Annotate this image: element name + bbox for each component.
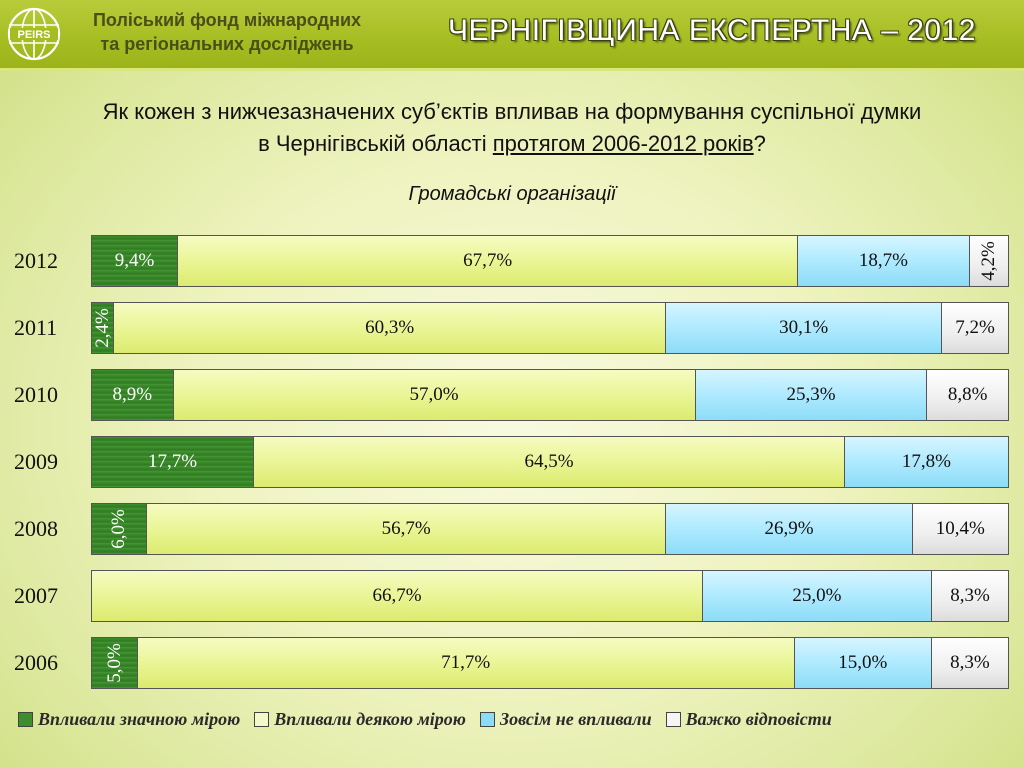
data-label-2008-s1: 56,7%	[381, 518, 431, 539]
data-label-2008-s0: 6,0%	[107, 509, 129, 549]
data-label-2008-s2: 26,9%	[764, 518, 814, 539]
data-label-2006-s0: 5,0%	[103, 643, 125, 683]
bar-segment-2011-s3: 7,2%	[942, 303, 1008, 353]
bar-2009: 17,7% 64,5% 17,8%	[91, 436, 1009, 488]
question-line2-start: в Чернігівській області	[258, 131, 493, 156]
header-bar: PEIRS Поліський фонд міжнародних та регі…	[0, 0, 1024, 71]
bar-segment-2012-s0: 9,4%	[92, 236, 179, 286]
bar-segment-2010-s2: 25,3%	[695, 370, 928, 420]
data-label-2007-s3: 8,3%	[950, 585, 990, 606]
question-period: протягом 2006-2012 років	[492, 131, 754, 156]
organization-name: Поліський фонд міжнародних та регіональн…	[72, 8, 382, 56]
question-line1: Як кожен з нижчезазначених суб’єктів впл…	[102, 99, 922, 124]
data-label-2010-s0: 8,9%	[112, 384, 153, 405]
bar-2006: 5,0% 71,7% 15,0% 8,3%	[91, 637, 1009, 689]
data-label-2006-s2: 15,0%	[838, 652, 888, 673]
legend-swatch-hard	[665, 711, 681, 727]
year-label-2011: 2011	[14, 315, 58, 340]
data-label-2007-s1: 66,7%	[372, 585, 422, 606]
org-name-line2: та регіональних досліджень	[100, 34, 354, 54]
question-line2: в Чернігівській області протягом 2006-20…	[0, 128, 1024, 160]
bar-segment-2006-s0: 5,0%	[92, 638, 138, 688]
bar-segment-2010-s3: 8,8%	[927, 370, 1008, 420]
bar-segment-2009-s1: 64,5%	[254, 437, 845, 487]
data-label-2011-s3: 7,2%	[955, 317, 995, 338]
bar-segment-2006-s3: 8,3%	[931, 638, 1008, 688]
bar-segment-2006-s2: 15,0%	[794, 638, 932, 688]
legend-item-significant: Впливали значною мірою	[18, 709, 240, 730]
bar-segment-2012-s2: 18,7%	[798, 236, 970, 286]
bar-segment-2008-s1: 56,7%	[146, 504, 667, 554]
bar-2010: 8,9% 57,0% 25,3% 8,8%	[91, 369, 1009, 421]
legend-item-none: Зовсім не впливали	[479, 708, 652, 730]
data-label-2009-s0: 17,7%	[148, 451, 198, 472]
data-label-2010-s3: 8,8%	[947, 384, 988, 405]
bar-segment-2011-s1: 60,3%	[113, 303, 667, 353]
bar-2008: 6,0% 56,7% 26,9% 10,4%	[91, 503, 1009, 555]
data-label-2012-s3: 4,2%	[977, 241, 999, 281]
legend-swatch-some	[254, 711, 270, 727]
bar-segment-2007-s1: 66,7%	[92, 571, 703, 621]
bar-segment-2006-s1: 71,7%	[137, 638, 795, 688]
logo-text: PEIRS	[17, 29, 50, 41]
bar-segment-2009-s0: 17,7%	[92, 437, 255, 487]
bar-segment-2010-s1: 57,0%	[173, 370, 696, 420]
data-label-2007-s2: 25,0%	[792, 585, 842, 606]
data-label-2010-s1: 57,0%	[409, 384, 459, 405]
data-label-2006-s1: 71,7%	[441, 652, 491, 673]
bar-segment-2008-s3: 10,4%	[912, 504, 1008, 554]
bar-segment-2008-s0: 6,0%	[92, 504, 147, 554]
data-label-2006-s3: 8,3%	[950, 652, 990, 673]
peirs-globe-logo: PEIRS	[7, 7, 61, 61]
data-label-2008-s3: 10,4%	[935, 518, 985, 539]
bar-segment-2011-s0: 2,4%	[91, 303, 114, 353]
legend-item-hard: Важко відповісти	[665, 708, 832, 730]
legend-label-none: Зовсім не впливали	[499, 708, 652, 729]
legend-item-some: Впливали деякою мірою	[254, 709, 466, 730]
bar-2007: 66,7% 25,0% 8,3%	[91, 570, 1009, 622]
year-label-2012: 2012	[14, 248, 58, 273]
chart-title: Громадські організації	[408, 183, 616, 205]
data-label-2011-s1: 60,3%	[365, 317, 415, 338]
bar-segment-2007-s3: 8,3%	[931, 571, 1008, 621]
bar-segment-2007-s2: 25,0%	[702, 571, 932, 621]
bar-segment-2011-s2: 30,1%	[666, 303, 943, 353]
bar-2011: 2,4% 60,3% 30,1% 7,2%	[91, 302, 1009, 354]
bar-segment-2010-s0: 8,9%	[92, 370, 174, 420]
year-label-2006: 2006	[14, 650, 58, 675]
data-label-2009-s1: 64,5%	[524, 451, 574, 472]
survey-question: Як кожен з нижчезазначених суб’єктів впл…	[0, 96, 1024, 160]
chart-legend: Впливали значною мірою Впливали деякою м…	[18, 707, 1018, 731]
bar-2012: 9,4% 67,7% 18,7% 4,2%	[91, 235, 1009, 287]
data-label-2012-s0: 9,4%	[114, 250, 155, 271]
year-label-2008: 2008	[14, 516, 58, 541]
data-label-2009-s2: 17,8%	[901, 451, 951, 472]
bar-segment-2012-s1: 67,7%	[178, 236, 799, 286]
legend-swatch-none	[479, 711, 495, 727]
data-label-2011-s2: 30,1%	[779, 317, 829, 338]
org-name-line1: Поліський фонд міжнародних	[92, 10, 362, 30]
data-label-2010-s2: 25,3%	[786, 384, 836, 405]
banner-title: ЧЕРНІГІВЩИНА ЕКСПЕРТНА – 2012	[448, 14, 976, 47]
legend-label-hard: Важко відповісти	[685, 708, 832, 729]
year-label-2010: 2010	[14, 382, 58, 407]
data-label-2012-s2: 18,7%	[858, 250, 908, 271]
legend-label-significant: Впливали значною мірою	[38, 708, 241, 729]
legend-swatch-significant	[18, 711, 33, 727]
year-label-2009: 2009	[14, 449, 58, 474]
question-line2-end: ?	[753, 131, 766, 156]
bar-segment-2012-s3: 4,2%	[969, 236, 1008, 286]
data-label-2012-s1: 67,7%	[463, 250, 513, 271]
bar-segment-2009-s2: 17,8%	[844, 437, 1008, 487]
bar-segment-2008-s2: 26,9%	[666, 504, 913, 554]
data-label-2011-s0: 2,4%	[91, 308, 113, 348]
legend-label-some: Впливали деякою мірою	[274, 708, 466, 729]
year-label-2007: 2007	[14, 583, 58, 608]
